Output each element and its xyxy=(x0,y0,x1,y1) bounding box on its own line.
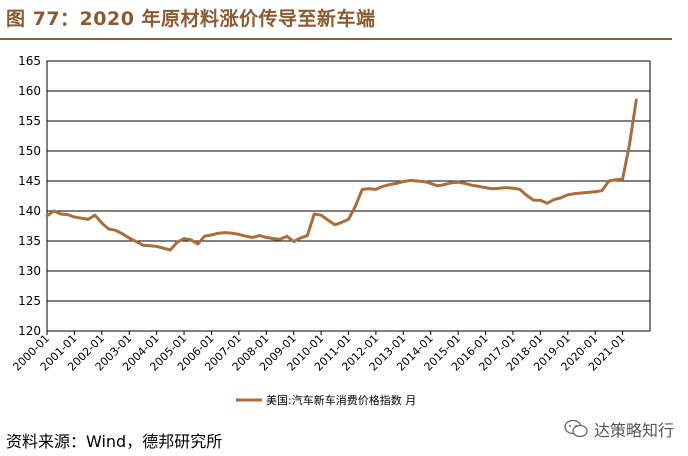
y-tick-label: 160 xyxy=(18,84,41,98)
title-divider xyxy=(0,38,672,40)
chart-title: 图 77：2020 年原材料涨价传导至新车端 xyxy=(6,8,376,30)
grid-lines xyxy=(47,90,650,302)
watermark-text: 达策略知行 xyxy=(593,421,674,440)
x-tick-labels: 2000-012001-012002-012003-012004-012005-… xyxy=(10,332,627,374)
y-tick-label: 165 xyxy=(18,54,41,68)
x-tick-marks xyxy=(46,331,624,335)
source-note: 资料来源：Wind，德邦研究所 xyxy=(6,432,223,451)
series-line xyxy=(45,98,638,252)
y-tick-label: 120 xyxy=(18,324,41,338)
y-tick-label: 155 xyxy=(18,114,41,128)
y-tick-label: 145 xyxy=(18,174,41,188)
legend: 美国:汽车新车消费价格指数 月 xyxy=(236,393,416,407)
y-tick-label: 125 xyxy=(18,294,41,308)
y-tick-label: 135 xyxy=(18,234,41,248)
y-tick-label: 140 xyxy=(18,204,41,218)
watermark: 达策略知行 xyxy=(564,417,674,441)
wechat-icon xyxy=(564,419,588,438)
legend-label: 美国:汽车新车消费价格指数 月 xyxy=(266,393,416,407)
line-chart: 120 125 130 135 140 145 150 155 160 165 2000-0120… xyxy=(10,54,651,407)
y-tick-labels: 120 125 130 135 140 145 150 155 160 165 xyxy=(18,54,41,338)
y-tick-label: 130 xyxy=(18,264,41,278)
plot-area xyxy=(46,60,651,332)
y-tick-label: 150 xyxy=(18,144,41,158)
